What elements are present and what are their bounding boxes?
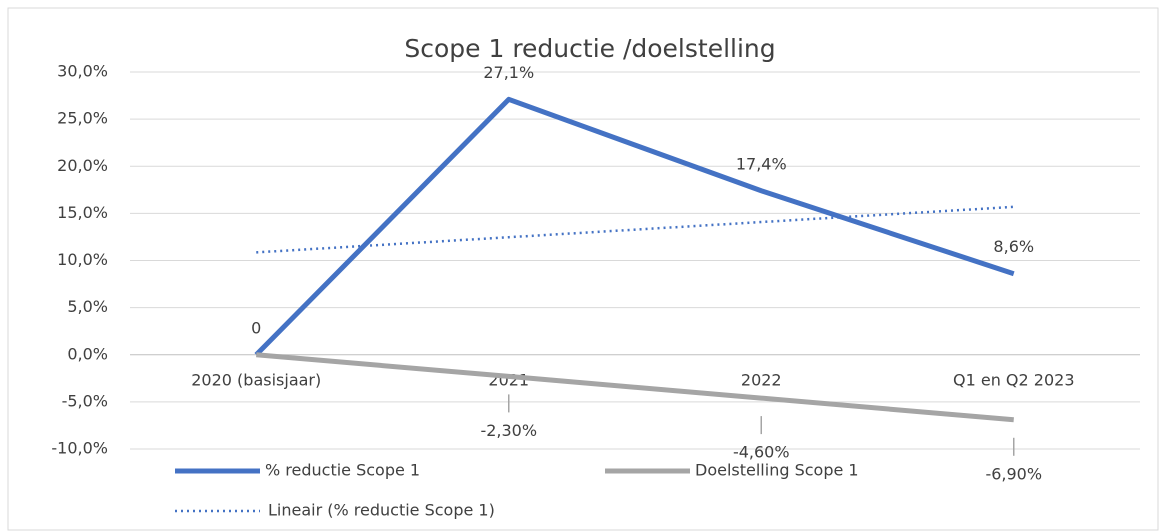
data-label: -4,60% bbox=[733, 443, 790, 462]
x-tick-label: 2020 (basisjaar) bbox=[191, 370, 321, 389]
x-tick-label: 2022 bbox=[741, 370, 782, 389]
data-label: 8,6% bbox=[993, 237, 1034, 256]
legend-label: % reductie Scope 1 bbox=[265, 461, 420, 480]
data-label: 27,1% bbox=[483, 63, 534, 82]
y-tick-label: 30,0% bbox=[57, 62, 108, 81]
series-line bbox=[254, 96, 1015, 357]
y-tick-label: 10,0% bbox=[57, 250, 108, 269]
chart-title: Scope 1 reductie /doelstelling bbox=[404, 34, 775, 63]
y-tick-label: 25,0% bbox=[57, 109, 108, 128]
data-label: -2,30% bbox=[480, 421, 537, 440]
legend-label: Doelstelling Scope 1 bbox=[695, 461, 859, 480]
legend-label: Lineair (% reductie Scope 1) bbox=[268, 501, 495, 520]
data-label: -6,90% bbox=[985, 464, 1042, 483]
y-tick-label: -10,0% bbox=[51, 439, 108, 458]
y-tick-label: 20,0% bbox=[57, 156, 108, 175]
series-line bbox=[256, 205, 1014, 254]
y-tick-label: 15,0% bbox=[57, 203, 108, 222]
y-tick-label: 5,0% bbox=[67, 297, 108, 316]
chart-frame bbox=[7, 7, 1159, 531]
y-tick-label: 0,0% bbox=[67, 344, 108, 363]
y-tick-label: -5,0% bbox=[62, 391, 108, 410]
series-line bbox=[256, 352, 1014, 423]
data-label: 0 bbox=[251, 318, 261, 337]
x-tick-label: Q1 en Q2 2023 bbox=[953, 370, 1075, 389]
data-label: 17,4% bbox=[736, 154, 787, 173]
